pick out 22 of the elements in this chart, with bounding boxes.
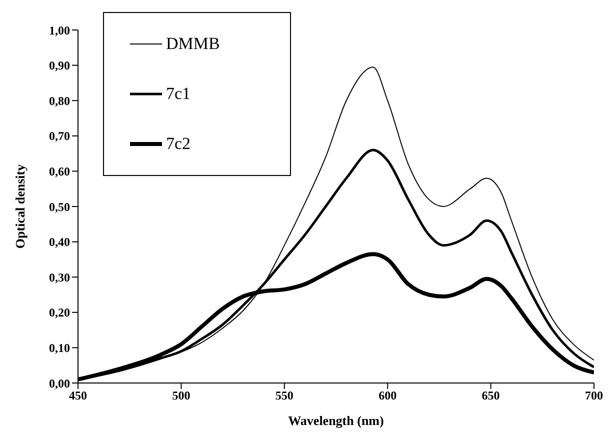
y-tick-label: 0,10 [49,340,70,355]
x-tick-label: 600 [378,388,397,403]
y-tick-label: 0,70 [49,129,70,144]
y-tick-label: 0,80 [49,94,70,108]
y-tick-label: 0,50 [49,200,70,214]
legend-label: 7c1 [166,84,191,104]
x-tick-label: 450 [69,388,87,403]
x-tick-label: 500 [172,388,190,403]
legend-label: DMMB [166,34,220,54]
y-tick-label: 0,20 [49,306,70,320]
y-tick-label: 1,00 [49,23,70,38]
x-tick-label: 650 [482,388,500,403]
x-tick-label: 700 [585,388,603,403]
y-axis-title: Optical density [12,164,28,249]
x-tick-label: 550 [275,388,294,403]
y-tick-label: 0,90 [49,58,70,73]
legend-label: 7c2 [166,134,191,154]
y-tick-label: 0,40 [49,235,70,250]
y-tick-label: 0,00 [49,376,70,390]
x-axis-title: Wavelength (nm) [288,413,384,428]
y-tick-label: 0,60 [49,164,70,178]
y-tick-label: 0,30 [49,270,70,284]
